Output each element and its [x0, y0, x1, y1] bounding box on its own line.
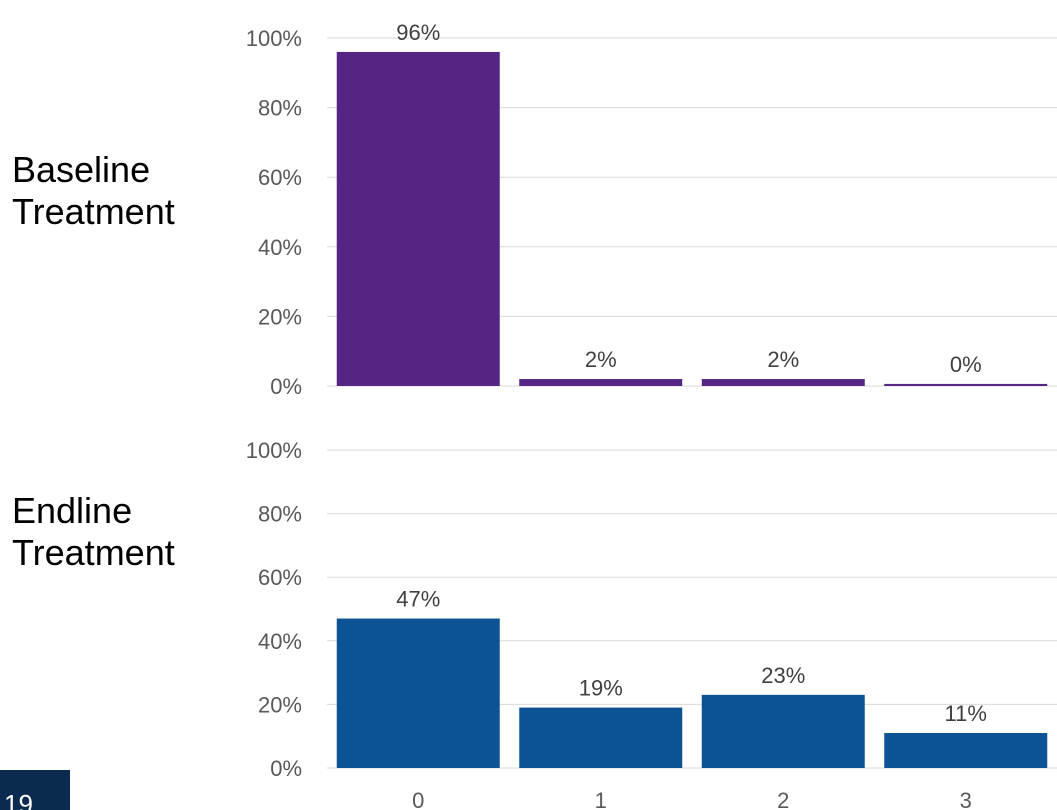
bar-top-3	[884, 383, 1048, 386]
bar-bottom-1	[519, 707, 683, 768]
bar-top-0	[336, 51, 500, 387]
y-tick-label-top: 100%	[246, 26, 302, 51]
bar-top-1	[519, 379, 683, 386]
bar-top-2	[701, 379, 865, 386]
data-label-top-1: 2%	[585, 347, 617, 372]
y-tick-label-top: 80%	[258, 96, 302, 121]
page-number: 19	[4, 789, 33, 810]
y-tick-label-bottom: 0%	[270, 756, 302, 781]
data-label-bottom-2: 23%	[761, 663, 805, 688]
y-tick-label-top: 20%	[258, 304, 302, 329]
x-tick-label: 1	[595, 788, 607, 810]
panel-label-baseline: Baseline Treatment	[12, 149, 175, 232]
data-label-top-0: 96%	[396, 20, 440, 45]
y-tick-label-top: 60%	[258, 165, 302, 190]
bar-bottom-0	[336, 618, 500, 768]
data-label-top-3: 0%	[950, 352, 982, 377]
y-tick-label-bottom: 40%	[258, 629, 302, 654]
bar-bottom-3	[884, 733, 1048, 768]
x-tick-label: 0	[412, 788, 424, 810]
data-label-bottom-0: 47%	[396, 587, 440, 612]
data-label-top-2: 2%	[767, 347, 799, 372]
panel-label-endline: Endline Treatment	[12, 490, 175, 573]
data-label-bottom-1: 19%	[579, 676, 623, 701]
y-tick-label-top: 0%	[270, 374, 302, 399]
data-label-bottom-3: 11%	[945, 701, 987, 726]
y-tick-label-bottom: 100%	[246, 438, 302, 463]
y-tick-label-bottom: 80%	[258, 502, 302, 527]
bar-bottom-2	[701, 694, 865, 768]
x-tick-label: 2	[777, 788, 789, 810]
y-tick-label-bottom: 60%	[258, 565, 302, 590]
y-tick-label-top: 40%	[258, 235, 302, 260]
x-tick-label: 3	[960, 788, 972, 810]
y-tick-label-bottom: 20%	[258, 692, 302, 717]
page-number-badge: 19	[0, 770, 70, 810]
